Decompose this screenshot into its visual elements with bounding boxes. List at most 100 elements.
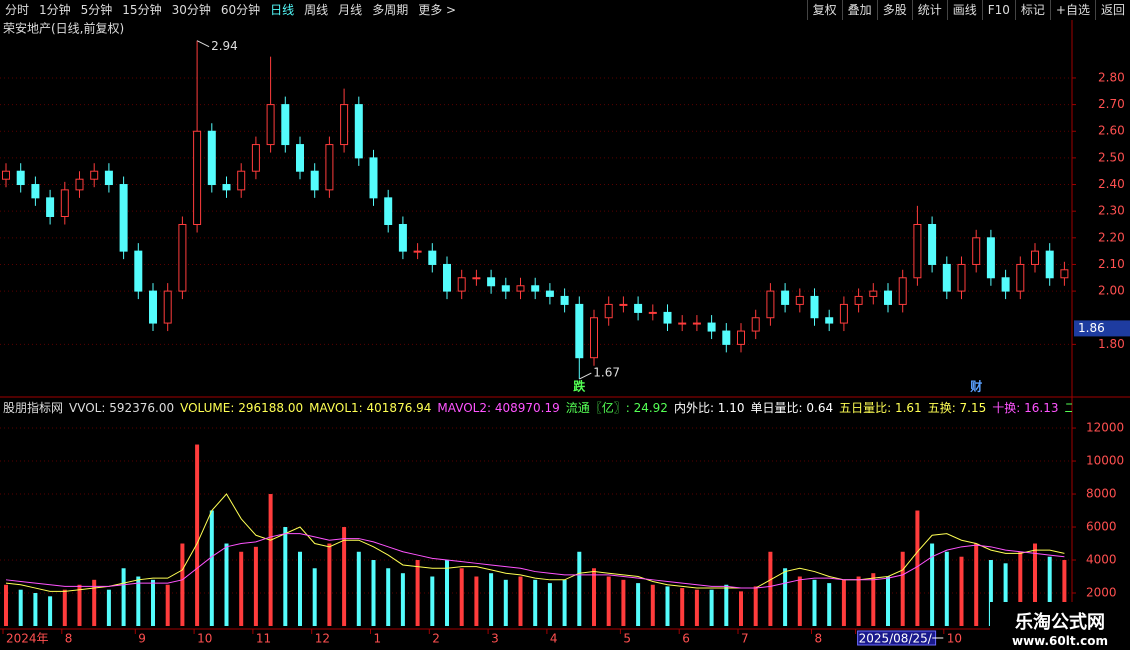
indicator-value: 十换: 16.13 [992, 401, 1059, 415]
indicator-bar: 股朋指标网 VVOL: 592376.00 VOLUME: 296188.00 MAV… [3, 401, 1072, 415]
volume-bar [371, 560, 376, 626]
volume-bar [1062, 560, 1067, 626]
period-button[interactable]: 分时 [5, 3, 30, 17]
y-tick-label: 2.00 [1098, 284, 1125, 298]
period-button[interactable]: 60分钟 [220, 3, 261, 17]
tool-button[interactable]: 标记 [1014, 0, 1050, 20]
tool-button[interactable]: 画线 [946, 0, 982, 20]
y-tick-label: 2.60 [1098, 124, 1125, 138]
y-tick-label: 2.70 [1098, 97, 1125, 111]
candle-body [1045, 250, 1054, 279]
period-button[interactable]: 周线 [304, 3, 329, 17]
volume-bar [1047, 556, 1052, 626]
candle-body [516, 285, 525, 292]
volume-bar [988, 560, 993, 626]
period-button[interactable]: 月线 [338, 3, 363, 17]
volume-bar [92, 579, 97, 626]
y-tick-label: 2.80 [1098, 70, 1125, 84]
x-tick-label: 6 [682, 632, 690, 646]
volume-bar [209, 510, 214, 626]
high-label: 2.94 [211, 39, 238, 53]
candle-body [251, 144, 260, 172]
period-button[interactable]: 15分钟 [122, 3, 162, 17]
x-tick-label: 7 [741, 632, 749, 646]
event-marker: 财 [969, 379, 982, 394]
chart: 荣安地产(日线,前复权) 1.80 2.00 2.10 2.20 2.30 2.40 2.50… [0, 20, 1130, 650]
period-button[interactable]: 5分钟 [80, 3, 113, 17]
indicator-value: 二十换: 32.82 [1064, 401, 1072, 415]
tool-button[interactable]: 返回 [1094, 0, 1130, 20]
y-tick-label: 4000 [1086, 553, 1117, 567]
volume-bar [665, 586, 670, 626]
volume-bar [459, 568, 464, 626]
tool-button[interactable]: +自选 [1049, 0, 1095, 20]
candle-body [369, 157, 378, 199]
candle-body [957, 263, 966, 292]
y-tick-label: 10000 [1086, 454, 1124, 468]
candle-body [986, 237, 995, 279]
candle-body [119, 184, 128, 252]
last-price-box [1074, 320, 1130, 337]
candle-body [678, 322, 687, 325]
volume-bar [621, 579, 626, 626]
volume-bar [797, 576, 802, 626]
candle-body [751, 317, 760, 332]
volume-bar [739, 591, 743, 626]
volume-bar [533, 579, 538, 626]
tool-toolbar: 复权 叠加 多股 统计 画线 F10 标记 +自选 返回 [806, 0, 1130, 20]
indicator-value: 内外比: 1.10 [673, 401, 745, 415]
candle-body [884, 290, 892, 305]
candle-body [46, 197, 55, 218]
volume-bar [386, 568, 391, 626]
volume-bar [430, 576, 435, 626]
volume-bar [239, 551, 244, 626]
y-tick-label: 2.50 [1098, 150, 1125, 164]
period-button[interactable]: 更多 > [418, 3, 457, 17]
y-tick-label: 1.80 [1098, 337, 1125, 351]
tool-button[interactable]: 统计 [911, 0, 947, 20]
y-tick-label: 12000 [1086, 421, 1124, 435]
tool-button[interactable]: 复权 [806, 0, 842, 20]
candle-body [413, 250, 422, 253]
y-tick-label: 2.20 [1098, 230, 1125, 244]
y-tick-label: 8000 [1086, 487, 1117, 501]
period-button[interactable]: 30分钟 [171, 3, 211, 17]
candle-body [560, 295, 569, 305]
watermark-url: www.60lt.com [1011, 634, 1109, 648]
volume-bar [915, 510, 920, 626]
period-button[interactable]: 1分钟 [39, 3, 71, 17]
volume-bar [562, 579, 567, 626]
indicator-value: 股朋指标网 [3, 401, 64, 415]
tool-button[interactable]: 多股 [876, 0, 912, 20]
volume-bar [827, 583, 832, 626]
candle-body [604, 303, 613, 319]
indicator-value: 五换: 7.15 [927, 401, 987, 415]
candle-body [398, 223, 407, 252]
volume-bar [224, 543, 229, 626]
volume-bar [503, 579, 508, 626]
candle-body [222, 184, 231, 191]
volume-bar [783, 568, 788, 626]
y-tick-label: 2.40 [1098, 177, 1125, 191]
y-tick-label: 2.30 [1098, 204, 1125, 218]
volume-bar [680, 588, 685, 626]
x-tick-label: 5 [623, 632, 631, 646]
candle-body [663, 311, 672, 324]
period-toolbar: 分时 1分钟 5分钟 15分钟 30分钟 60分钟 日线 周线 月线 多周期 更多 > [0, 0, 461, 20]
indicator-value: 五日量比: 1.61 [839, 401, 922, 415]
candle-body [737, 330, 745, 345]
candle-body [193, 130, 202, 225]
volume-bar [1033, 543, 1037, 626]
period-button[interactable]: 多周期 [372, 3, 409, 17]
tool-button[interactable]: F10 [981, 0, 1015, 20]
period-button[interactable]: 日线 [270, 3, 295, 17]
indicator-value: MAVOL1: 401876.94 [309, 401, 432, 415]
tool-button[interactable]: 叠加 [841, 0, 877, 20]
candle-body [16, 170, 25, 186]
candle-body [575, 303, 584, 359]
candle-body [854, 295, 863, 305]
y-tick-label: 2.10 [1098, 257, 1125, 271]
candle-body [472, 277, 481, 280]
candle-body [487, 277, 496, 287]
